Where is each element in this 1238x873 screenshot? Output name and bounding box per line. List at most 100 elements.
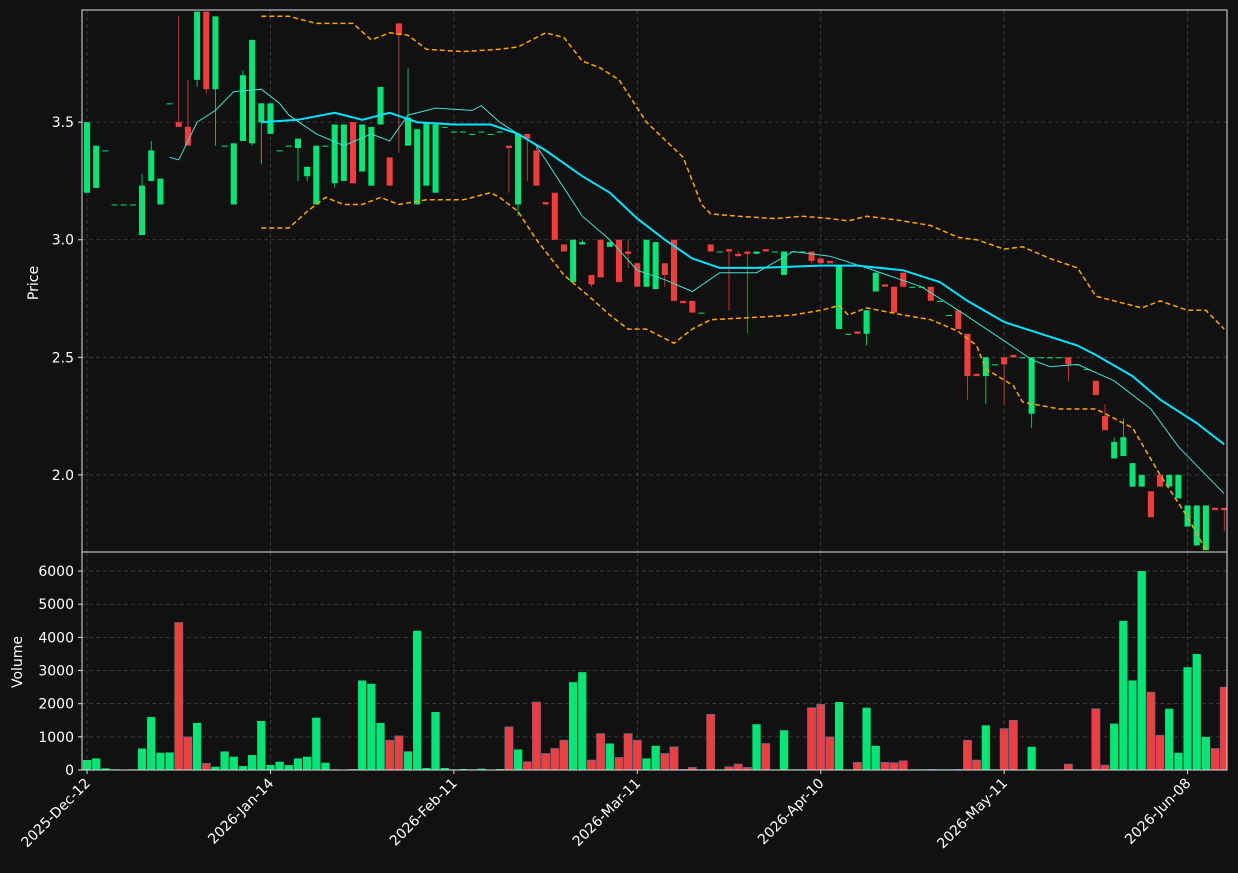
candle-body — [1202, 505, 1209, 551]
volume-bar — [1008, 719, 1018, 770]
candle-body — [606, 242, 613, 247]
candle-body — [157, 178, 164, 205]
candle-body — [93, 145, 100, 189]
volume-bar — [92, 758, 101, 770]
candle-body — [1193, 505, 1200, 546]
candle-body — [1010, 354, 1017, 358]
volume-bar — [981, 725, 990, 770]
candle-body — [331, 124, 338, 184]
candle-body — [817, 258, 824, 264]
candle-body — [386, 157, 393, 186]
volume-bar — [1192, 653, 1201, 770]
volume-bar — [394, 735, 404, 770]
volume-bar — [541, 753, 551, 770]
candle-body — [670, 239, 678, 301]
volume-bar — [367, 683, 376, 770]
volume-bar — [192, 722, 202, 770]
volume-bar — [834, 702, 844, 770]
candle-body — [239, 75, 246, 141]
candle-body — [946, 314, 953, 316]
volume-bar — [761, 743, 771, 770]
candle-body — [258, 103, 265, 123]
volume-bar — [1219, 686, 1227, 770]
candle-body — [1175, 474, 1182, 499]
volume-bar — [137, 748, 147, 770]
candle-body — [1166, 474, 1173, 487]
volume-bar — [816, 704, 826, 770]
volume-bar — [660, 753, 670, 770]
candle-body — [423, 122, 430, 186]
candle-body — [634, 263, 641, 287]
volume-bar — [1063, 763, 1073, 770]
volume-bar — [1174, 752, 1183, 770]
candle-body — [460, 131, 467, 133]
candle-body — [84, 122, 91, 193]
volume-bar — [229, 756, 238, 770]
y-axis-label: Price — [26, 266, 42, 300]
volume-bar — [522, 761, 532, 770]
volume-bar — [403, 751, 413, 770]
indicator-line — [261, 191, 1207, 551]
volume-bar — [898, 760, 908, 770]
candle-body — [1046, 357, 1054, 359]
volume-bar — [1201, 736, 1211, 770]
volume-bar — [156, 752, 165, 770]
volume-bar — [605, 743, 614, 770]
candle-body — [900, 272, 907, 287]
volume-bar — [101, 768, 110, 770]
volume-bar — [733, 763, 743, 770]
volume-bar — [623, 733, 633, 770]
candle-body — [982, 357, 989, 377]
candle-body — [1221, 507, 1227, 511]
candle-body — [1120, 437, 1127, 457]
volume-bar — [1146, 691, 1156, 770]
volume-bar — [431, 711, 440, 770]
volume-bar — [825, 736, 835, 770]
candle-body — [1138, 474, 1145, 487]
volume-bar — [889, 762, 899, 770]
candle-body — [936, 300, 943, 302]
candle-body — [1111, 441, 1118, 459]
indicator-line — [261, 15, 1225, 330]
candle-body — [991, 364, 998, 366]
volume-bar — [275, 761, 284, 770]
candle-body — [221, 145, 228, 147]
y-tick-label: 1000 — [38, 730, 74, 746]
candle-body — [230, 143, 237, 205]
candle-body — [368, 126, 375, 186]
candle-body — [909, 286, 916, 288]
candle-body — [377, 86, 384, 125]
candle-body — [643, 239, 650, 287]
candle-body — [808, 251, 815, 261]
volume-bar — [742, 767, 752, 770]
candle-body — [276, 150, 283, 152]
candle-body — [597, 239, 604, 278]
candle-body — [349, 122, 357, 184]
volume-bar — [880, 762, 890, 770]
candle-body — [1147, 491, 1154, 518]
candle-body — [698, 312, 705, 314]
candle-body — [139, 185, 146, 236]
volume-bar — [1183, 667, 1192, 770]
volume-bar — [247, 755, 257, 770]
candle-body — [478, 131, 485, 133]
volume-bar — [440, 768, 449, 770]
candle-body — [294, 138, 302, 149]
candle-body — [735, 253, 742, 257]
candle-body — [753, 251, 760, 254]
candle-body — [285, 145, 292, 147]
candle-body — [1056, 357, 1063, 359]
candle-body — [955, 310, 962, 330]
candle-body — [964, 333, 971, 377]
candle-body — [450, 131, 457, 133]
volume-bar — [1110, 723, 1119, 770]
y-tick-label: 3.0 — [52, 233, 74, 249]
candle-body — [212, 16, 219, 90]
volume-bar — [1137, 571, 1146, 770]
volume-bar — [578, 672, 587, 770]
candle-body — [322, 145, 329, 147]
volume-bar — [293, 758, 303, 770]
y-tick-label: 4000 — [38, 630, 74, 646]
volume-bar — [972, 759, 982, 770]
